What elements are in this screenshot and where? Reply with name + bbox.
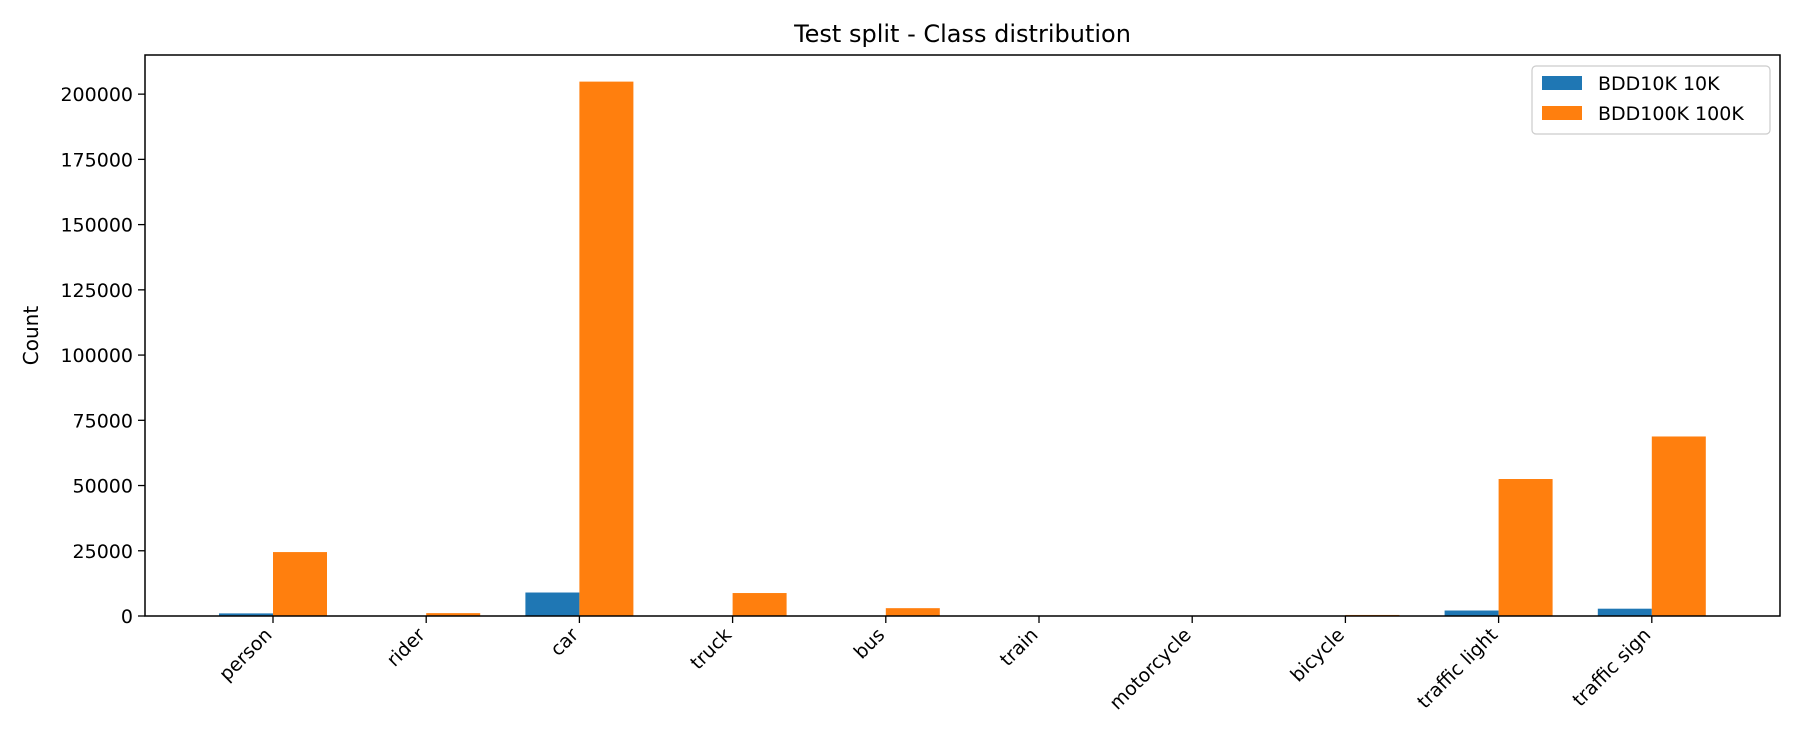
x-tick-label: bicycle: [1286, 624, 1349, 687]
bar-bdd100k-rider: [426, 613, 481, 616]
legend-swatch: [1542, 76, 1582, 90]
bar-bdd100k-person: [273, 552, 327, 616]
y-tick-label: 100000: [60, 345, 133, 367]
legend: BDD10K 10K BDD100K 100K: [1531, 65, 1771, 135]
legend-label: BDD100K 100K: [1598, 103, 1744, 125]
bar-bdd10k-car: [525, 592, 580, 616]
chart-title: Test split - Class distribution: [793, 20, 1131, 48]
plot-frame: [144, 54, 1781, 617]
bar-bdd100k-traffic-light: [1498, 479, 1553, 616]
legend-label: BDD10K 10K: [1598, 73, 1720, 95]
y-tick-label: 0: [121, 606, 133, 628]
x-tick-label: train: [996, 624, 1043, 671]
x-tick-label: truck: [686, 624, 736, 674]
y-tick-label: 75000: [73, 410, 133, 432]
x-tick-label: bus: [850, 624, 890, 664]
x-tick-label: person: [215, 624, 277, 686]
bar-bdd100k-car: [579, 81, 634, 617]
bar-bdd100k-truck: [732, 593, 787, 616]
x-axis-ticks: person rider car truck bus train motorcycle bic…: [215, 616, 1655, 714]
bars-group: [219, 81, 1706, 617]
x-tick-label: car: [546, 624, 583, 661]
y-axis-ticks: 0 25000 50000 75000 100000 125000 150000 175000…: [60, 84, 145, 628]
y-tick-label: 25000: [73, 541, 133, 563]
bar-bdd100k-traffic-sign: [1651, 436, 1706, 616]
bar-bdd10k-person: [219, 613, 273, 616]
legend-box: [1531, 65, 1771, 135]
x-tick-label: motorcycle: [1105, 624, 1195, 714]
y-tick-label: 125000: [60, 280, 133, 302]
bar-bdd10k-traffic-light: [1444, 610, 1499, 616]
y-tick-label: 175000: [60, 149, 133, 171]
x-tick-label: rider: [383, 624, 430, 671]
x-tick-label: traffic sign: [1568, 624, 1655, 711]
y-tick-label: 150000: [60, 215, 133, 237]
bar-bdd100k-bus: [885, 608, 940, 616]
legend-swatch: [1542, 106, 1582, 120]
y-axis-label: Count: [19, 306, 43, 366]
x-tick-label: traffic light: [1413, 624, 1502, 713]
y-tick-label: 50000: [73, 476, 133, 498]
y-tick-label: 200000: [60, 84, 133, 106]
bar-bdd10k-traffic-sign: [1597, 608, 1652, 616]
